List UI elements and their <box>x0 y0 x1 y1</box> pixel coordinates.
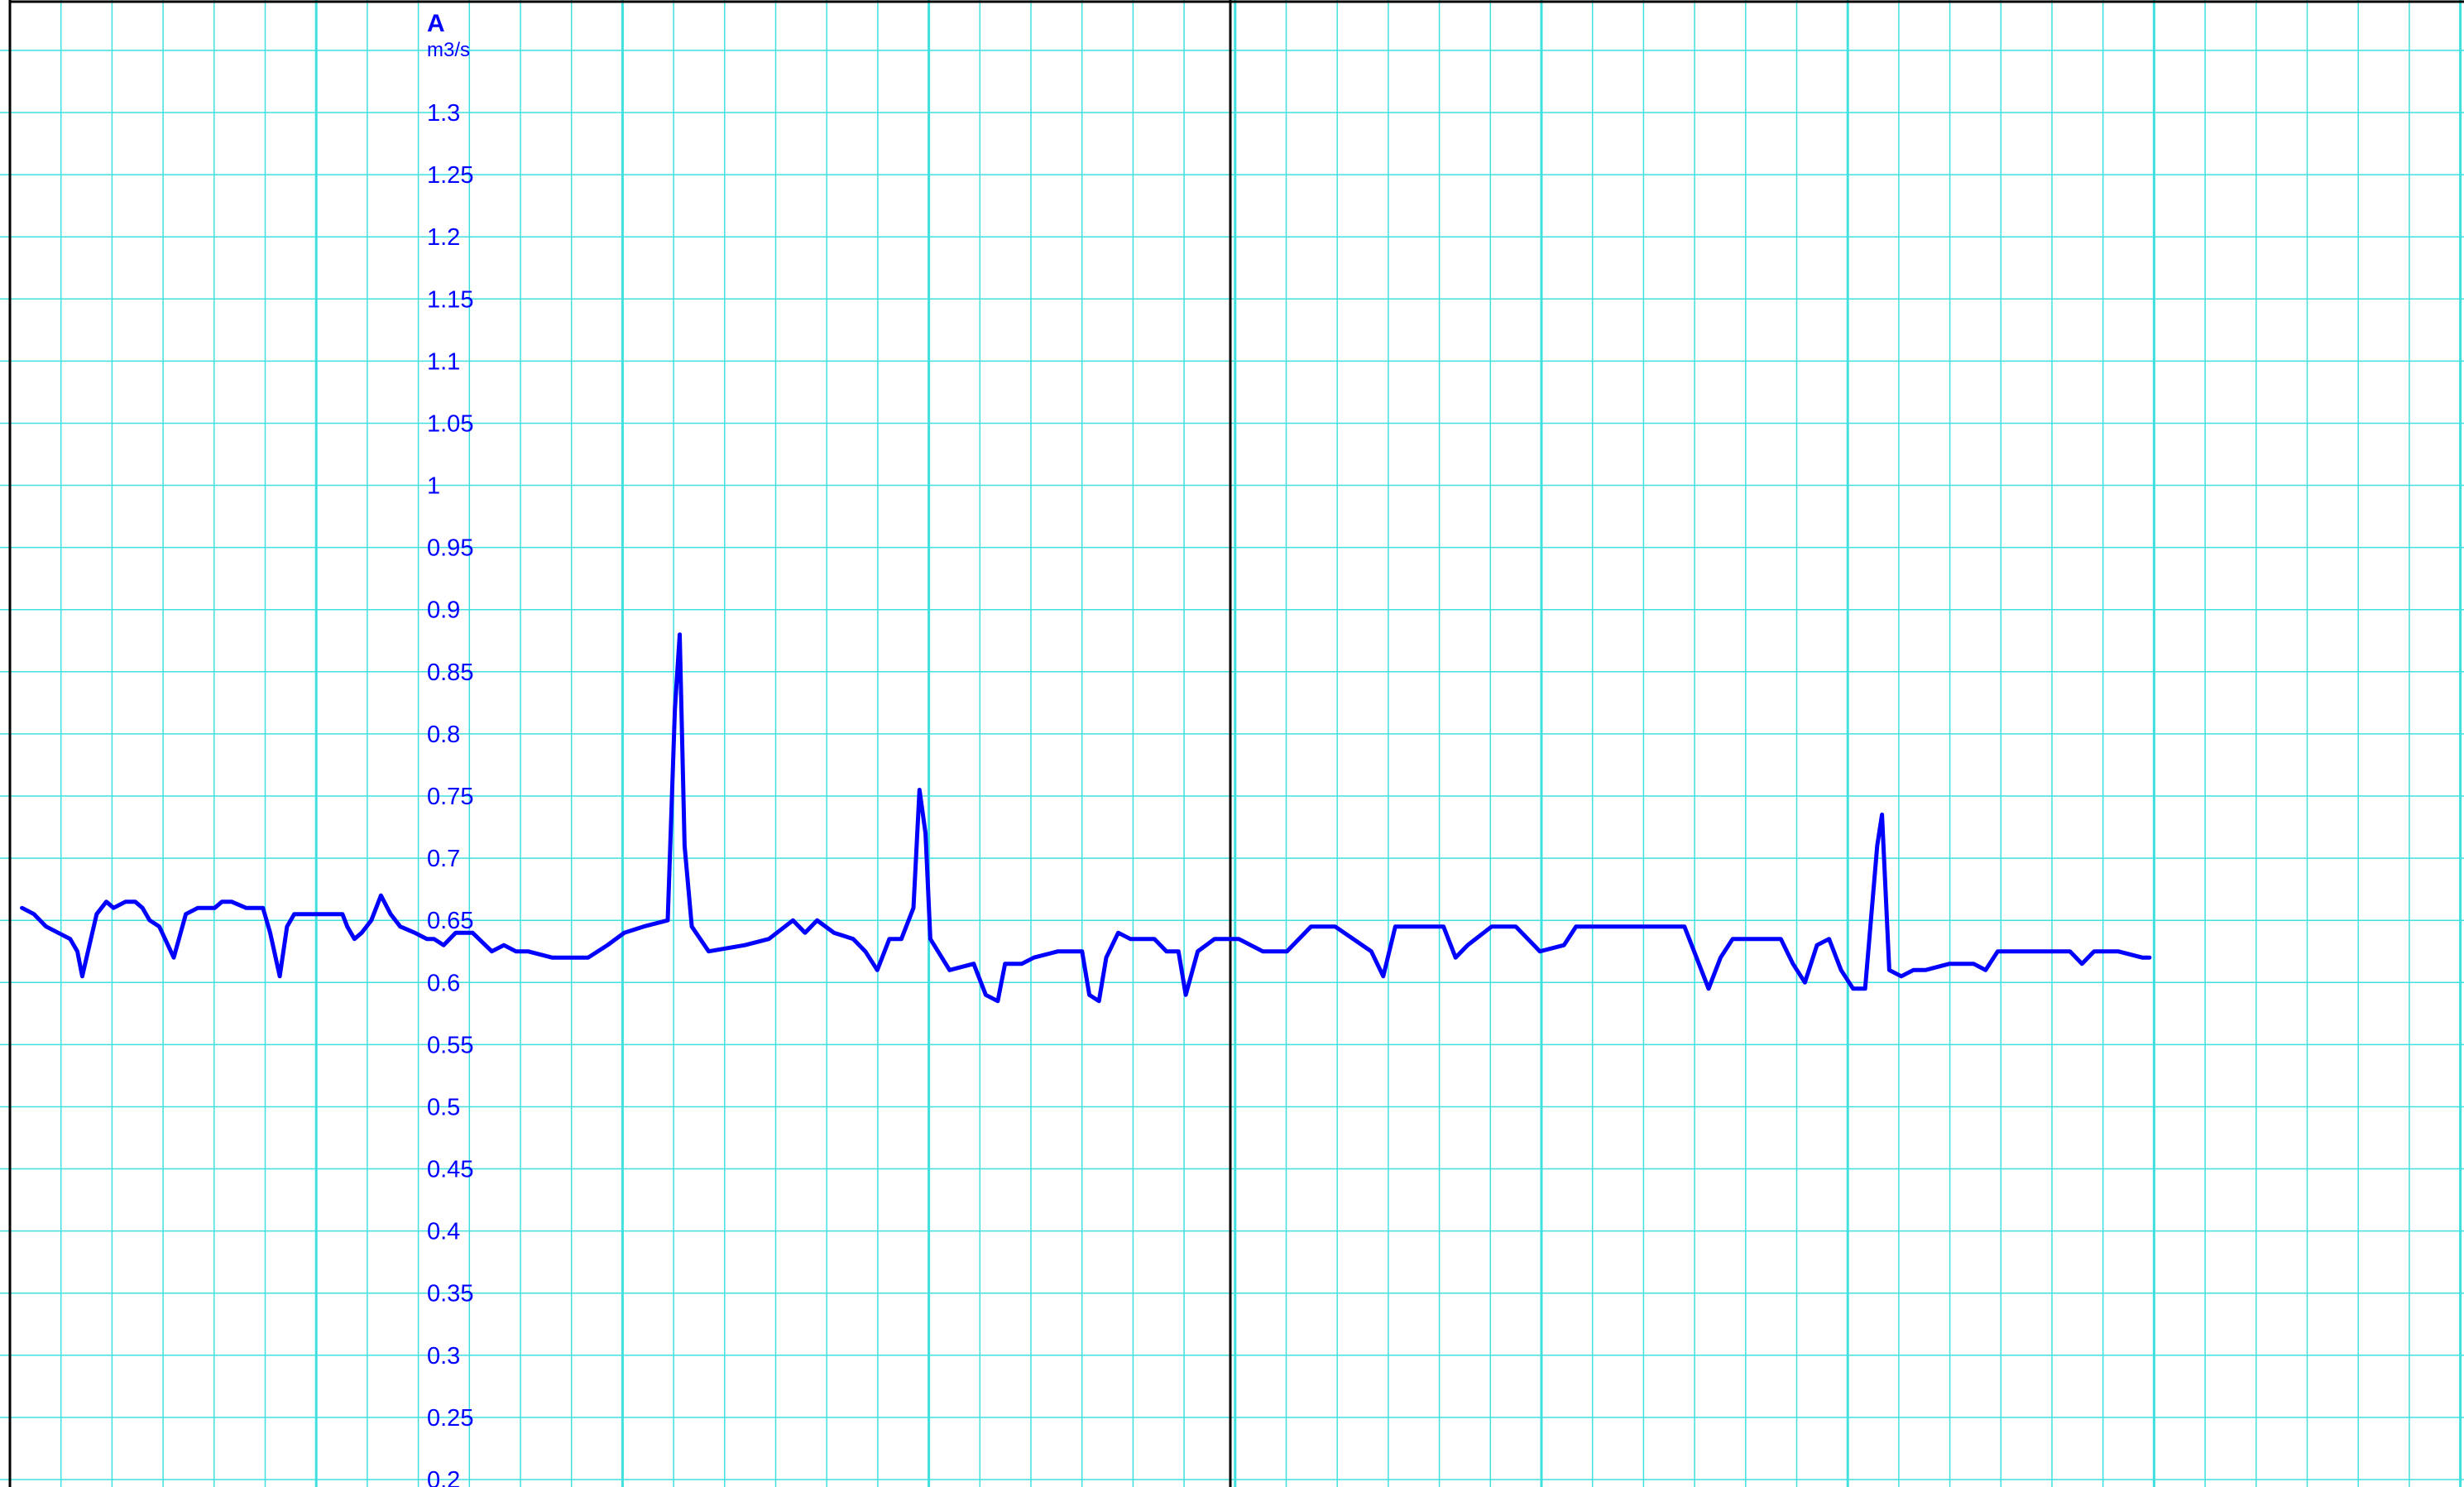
series-line <box>20 632 2152 1004</box>
y-tick-label: 1.05 <box>427 411 473 438</box>
y-tick-label: 1.1 <box>427 348 460 375</box>
y-tick-labels: 1.3 1.25 1.2 1.15 1.1 1.05 1 0.95 0.9 0.85 0.8 0.75… <box>427 100 473 1487</box>
y-tick-label: 0.65 <box>427 908 473 934</box>
y-tick-label: 1.25 <box>427 162 473 189</box>
y-tick-label: 1.2 <box>427 224 460 251</box>
y-tick-label: 0.95 <box>427 535 473 562</box>
y-tick-label: 0.4 <box>427 1219 460 1245</box>
y-tick-label: 1.3 <box>427 100 460 127</box>
y-axis-label: A <box>427 10 445 37</box>
y-tick-label: 0.5 <box>427 1095 460 1121</box>
y-tick-label: 0.75 <box>427 784 473 810</box>
y-tick-label: 0.2 <box>427 1467 460 1487</box>
y-tick-label: 1 <box>427 473 440 500</box>
y-tick-label: 1.15 <box>427 286 473 313</box>
y-tick-label: 0.55 <box>427 1032 473 1058</box>
y-tick-label: 0.9 <box>427 597 460 624</box>
y-tick-label: 0.7 <box>427 846 460 872</box>
y-tick-label: 0.6 <box>427 970 460 996</box>
y-tick-label: 0.3 <box>427 1343 460 1369</box>
y-tick-label: 0.8 <box>427 722 460 748</box>
y-tick-label: 0.25 <box>427 1405 473 1432</box>
y-tick-label: 0.85 <box>427 660 473 686</box>
y-axis-unit: m3/s <box>427 39 470 61</box>
y-tick-label: 0.45 <box>427 1157 473 1183</box>
y-tick-label: 0.35 <box>427 1281 473 1307</box>
